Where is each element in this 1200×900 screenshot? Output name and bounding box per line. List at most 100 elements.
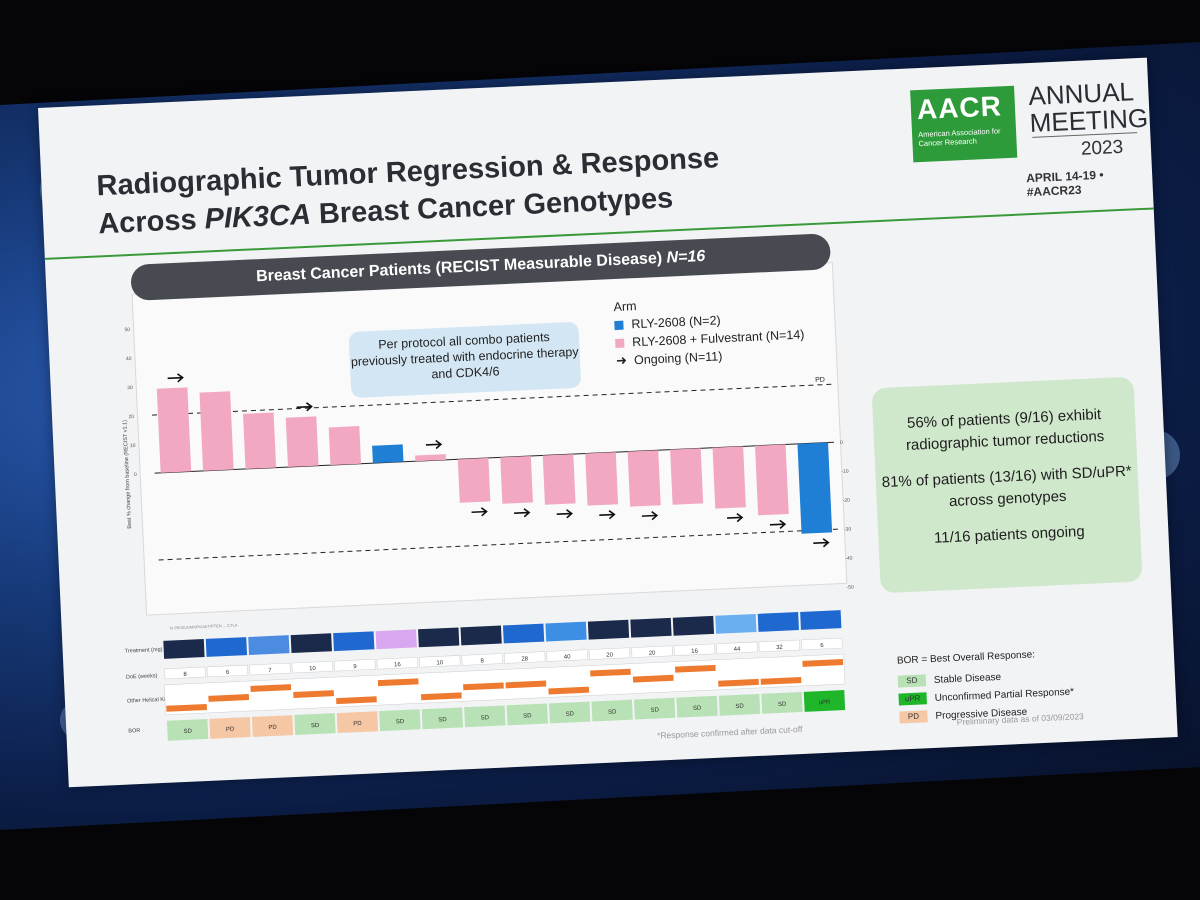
bor-cell [294,713,336,735]
bar [755,444,789,516]
kinase-mark [590,668,631,677]
dor-cell [758,639,801,653]
right-tick-label: -20 [843,498,851,504]
ongoing-arrow-head-icon [822,538,830,548]
dor-cell [503,651,546,664]
ongoing-arrow-icon [641,514,656,517]
y-tick-label: 20 [128,414,134,420]
bor-cell [761,691,803,714]
dor-cell [631,645,673,658]
kinase-mark [420,692,462,701]
bar [797,442,833,534]
bar [156,387,192,473]
bor-value: SD [693,706,702,712]
bor-cell [718,693,761,716]
treatment-cell [248,635,290,655]
kinase-mark [505,680,547,689]
legend-swatch-mono [614,320,624,330]
bor-cell [209,717,251,739]
kinase-mark [674,664,716,673]
ongoing-arrow-head-icon [608,510,616,520]
bor-cell [421,707,464,730]
treatment-cell [163,639,205,659]
dor-value: 6 [820,643,824,649]
dor-cell [206,664,249,678]
dor-cell [291,660,334,674]
bor-value: SD [523,713,532,719]
legend-label-ongoing: Ongoing (N=11) [633,349,723,368]
ongoing-arrow-icon [556,512,571,515]
treatment-cell [545,621,587,642]
kinase-mark [208,694,250,702]
row-label: Treatment (mg) [125,647,163,655]
dor-cell [419,655,461,668]
bor-cell [166,718,209,741]
ongoing-arrow-head-icon [651,511,659,521]
bor-cell [336,711,379,734]
dor-value: 8 [481,658,485,664]
bor-value: SD [311,723,320,729]
summary-line-3: 11/16 patients ongoing [933,522,1086,547]
dor-value: 40 [564,654,572,660]
right-tick-label: -30 [844,527,852,533]
dor-cell [801,637,843,651]
bor-value: SD [396,719,405,725]
kinase-mark [166,703,207,712]
bar [627,450,661,507]
ongoing-arrow-icon [727,516,742,519]
bor-cell [251,715,294,737]
bar [243,412,277,469]
bor-cell [633,697,676,720]
bor-value: SD [608,709,617,715]
treatment-cell [290,633,332,654]
kinase-mark [377,678,419,687]
ongoing-arrow-head-icon [779,519,787,529]
bor-value: SD [183,729,192,735]
bar [328,426,362,466]
treatment-cell [715,613,757,634]
bor-value: uPR [819,700,832,707]
bor-value: SD [650,707,659,713]
ongoing-arrow-icon [769,523,784,526]
bar [415,454,446,462]
reference-label-pd: PD [815,377,825,384]
treatment-cell [333,631,375,652]
legend-label-mono: RLY-2608 (N=2) [631,313,721,332]
presentation-slide: Radiographic Tumor Regression & Response… [38,57,1178,788]
chart-legend: Arm RLY-2608 (N=2) RLY-2608 + Fulvestran… [613,292,805,371]
bar [712,446,746,509]
bar [585,452,619,506]
right-tick-label: -50 [846,584,854,590]
ongoing-arrow-head-icon [736,512,744,523]
protocol-callout: Per protocol all combo patients previous… [348,321,582,399]
kinase-row [164,653,846,716]
treatment-cell [757,612,799,632]
ongoing-arrow-icon [813,541,828,544]
bor-value: SD [566,711,575,717]
y-tick-label: 40 [126,356,132,362]
waterfall-chart: 50 40 30 20 10 0 0 -10 -20 -30 -40 -50 Best % change… [122,327,854,741]
dor-value: 20 [649,651,657,657]
bar [670,448,704,505]
treatment-cell [587,619,630,640]
ongoing-arrow-icon [471,510,486,514]
dor-cell [334,659,376,672]
kinase-mark [250,684,292,692]
summary-box: 56% of patients (9/16) exhibit radiograp… [871,376,1143,594]
bor-value: PD [226,727,235,733]
kinase-mark [718,678,759,687]
ongoing-arrow-icon [296,405,311,409]
bor-cell [464,705,506,728]
summary-line-2: 81% of patients (13/16) with SD/uPR* acr… [881,462,1133,511]
ongoing-arrow-head-icon [566,509,573,519]
row-label: BOR [128,728,140,735]
bor-value: SD [778,702,787,708]
bor-swatch-pd: PD [899,710,928,724]
bar [199,391,234,471]
bor-cell [676,695,718,718]
kinase-mark [548,686,590,695]
right-tick-label: 0 [840,440,843,446]
dor-value: 8 [183,672,187,678]
kinase-mark [632,674,674,683]
row-label: Other Helical Kinase [127,696,177,704]
